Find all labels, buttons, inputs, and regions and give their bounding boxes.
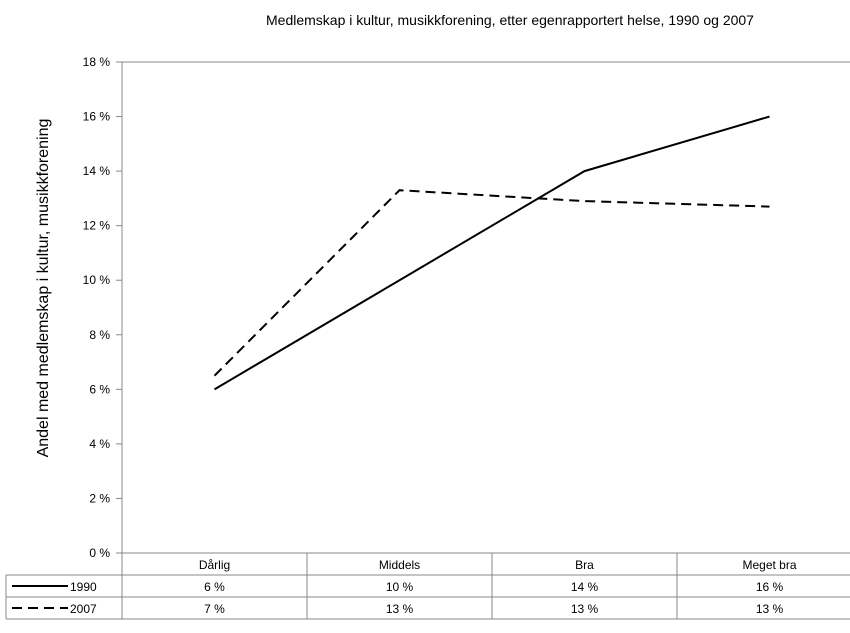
y-tick-label: 12 %: [83, 219, 111, 233]
category-label: Middels: [379, 558, 420, 572]
category-label: Meget bra: [742, 558, 796, 572]
y-axis-label: Andel med medlemskap i kultur, musikkfor…: [35, 119, 52, 458]
table-value-cell: 7 %: [204, 602, 225, 616]
y-tick-label: 4 %: [89, 437, 110, 451]
plot-border: [121, 61, 850, 554]
y-tick-label: 2 %: [89, 491, 110, 505]
category-label: Bra: [575, 558, 594, 572]
table-value-cell: 13 %: [386, 602, 414, 616]
y-tick-label: 14 %: [83, 164, 111, 178]
y-tick-label: 18 %: [83, 55, 111, 69]
y-tick-label: 6 %: [89, 382, 110, 396]
y-tick-label: 0 %: [89, 546, 110, 560]
category-label: Dårlig: [199, 558, 230, 572]
plot-area: [121, 61, 850, 554]
y-tick-label: 10 %: [83, 273, 111, 287]
chart-title: Medlemskap i kultur, musikkforening, ett…: [266, 12, 754, 28]
table-value-cell: 16 %: [756, 580, 784, 594]
series-layer: [213, 115, 770, 391]
table-value-cell: 13 %: [756, 602, 784, 616]
series-line-1990: [213, 115, 770, 391]
y-tick-label: 16 %: [83, 110, 111, 124]
table-value-cell: 6 %: [204, 580, 225, 594]
data-table: Dårlig Middels Bra Meget bra 1990 6 % 10 % 14 %…: [5, 552, 850, 620]
table-value-cell: 10 %: [386, 580, 414, 594]
y-axis: 0 % 2 % 4 % 6 % 8 % 10 % 12 % 14 % 16 % 18 %: [83, 55, 122, 560]
legend-label: 1990: [70, 580, 97, 594]
y-tick-label: 8 %: [89, 328, 110, 342]
legend-label: 2007: [70, 602, 97, 616]
table-value-cell: 14 %: [571, 580, 599, 594]
table-value-cell: 13 %: [571, 602, 599, 616]
series-line-2007: [213, 189, 770, 377]
